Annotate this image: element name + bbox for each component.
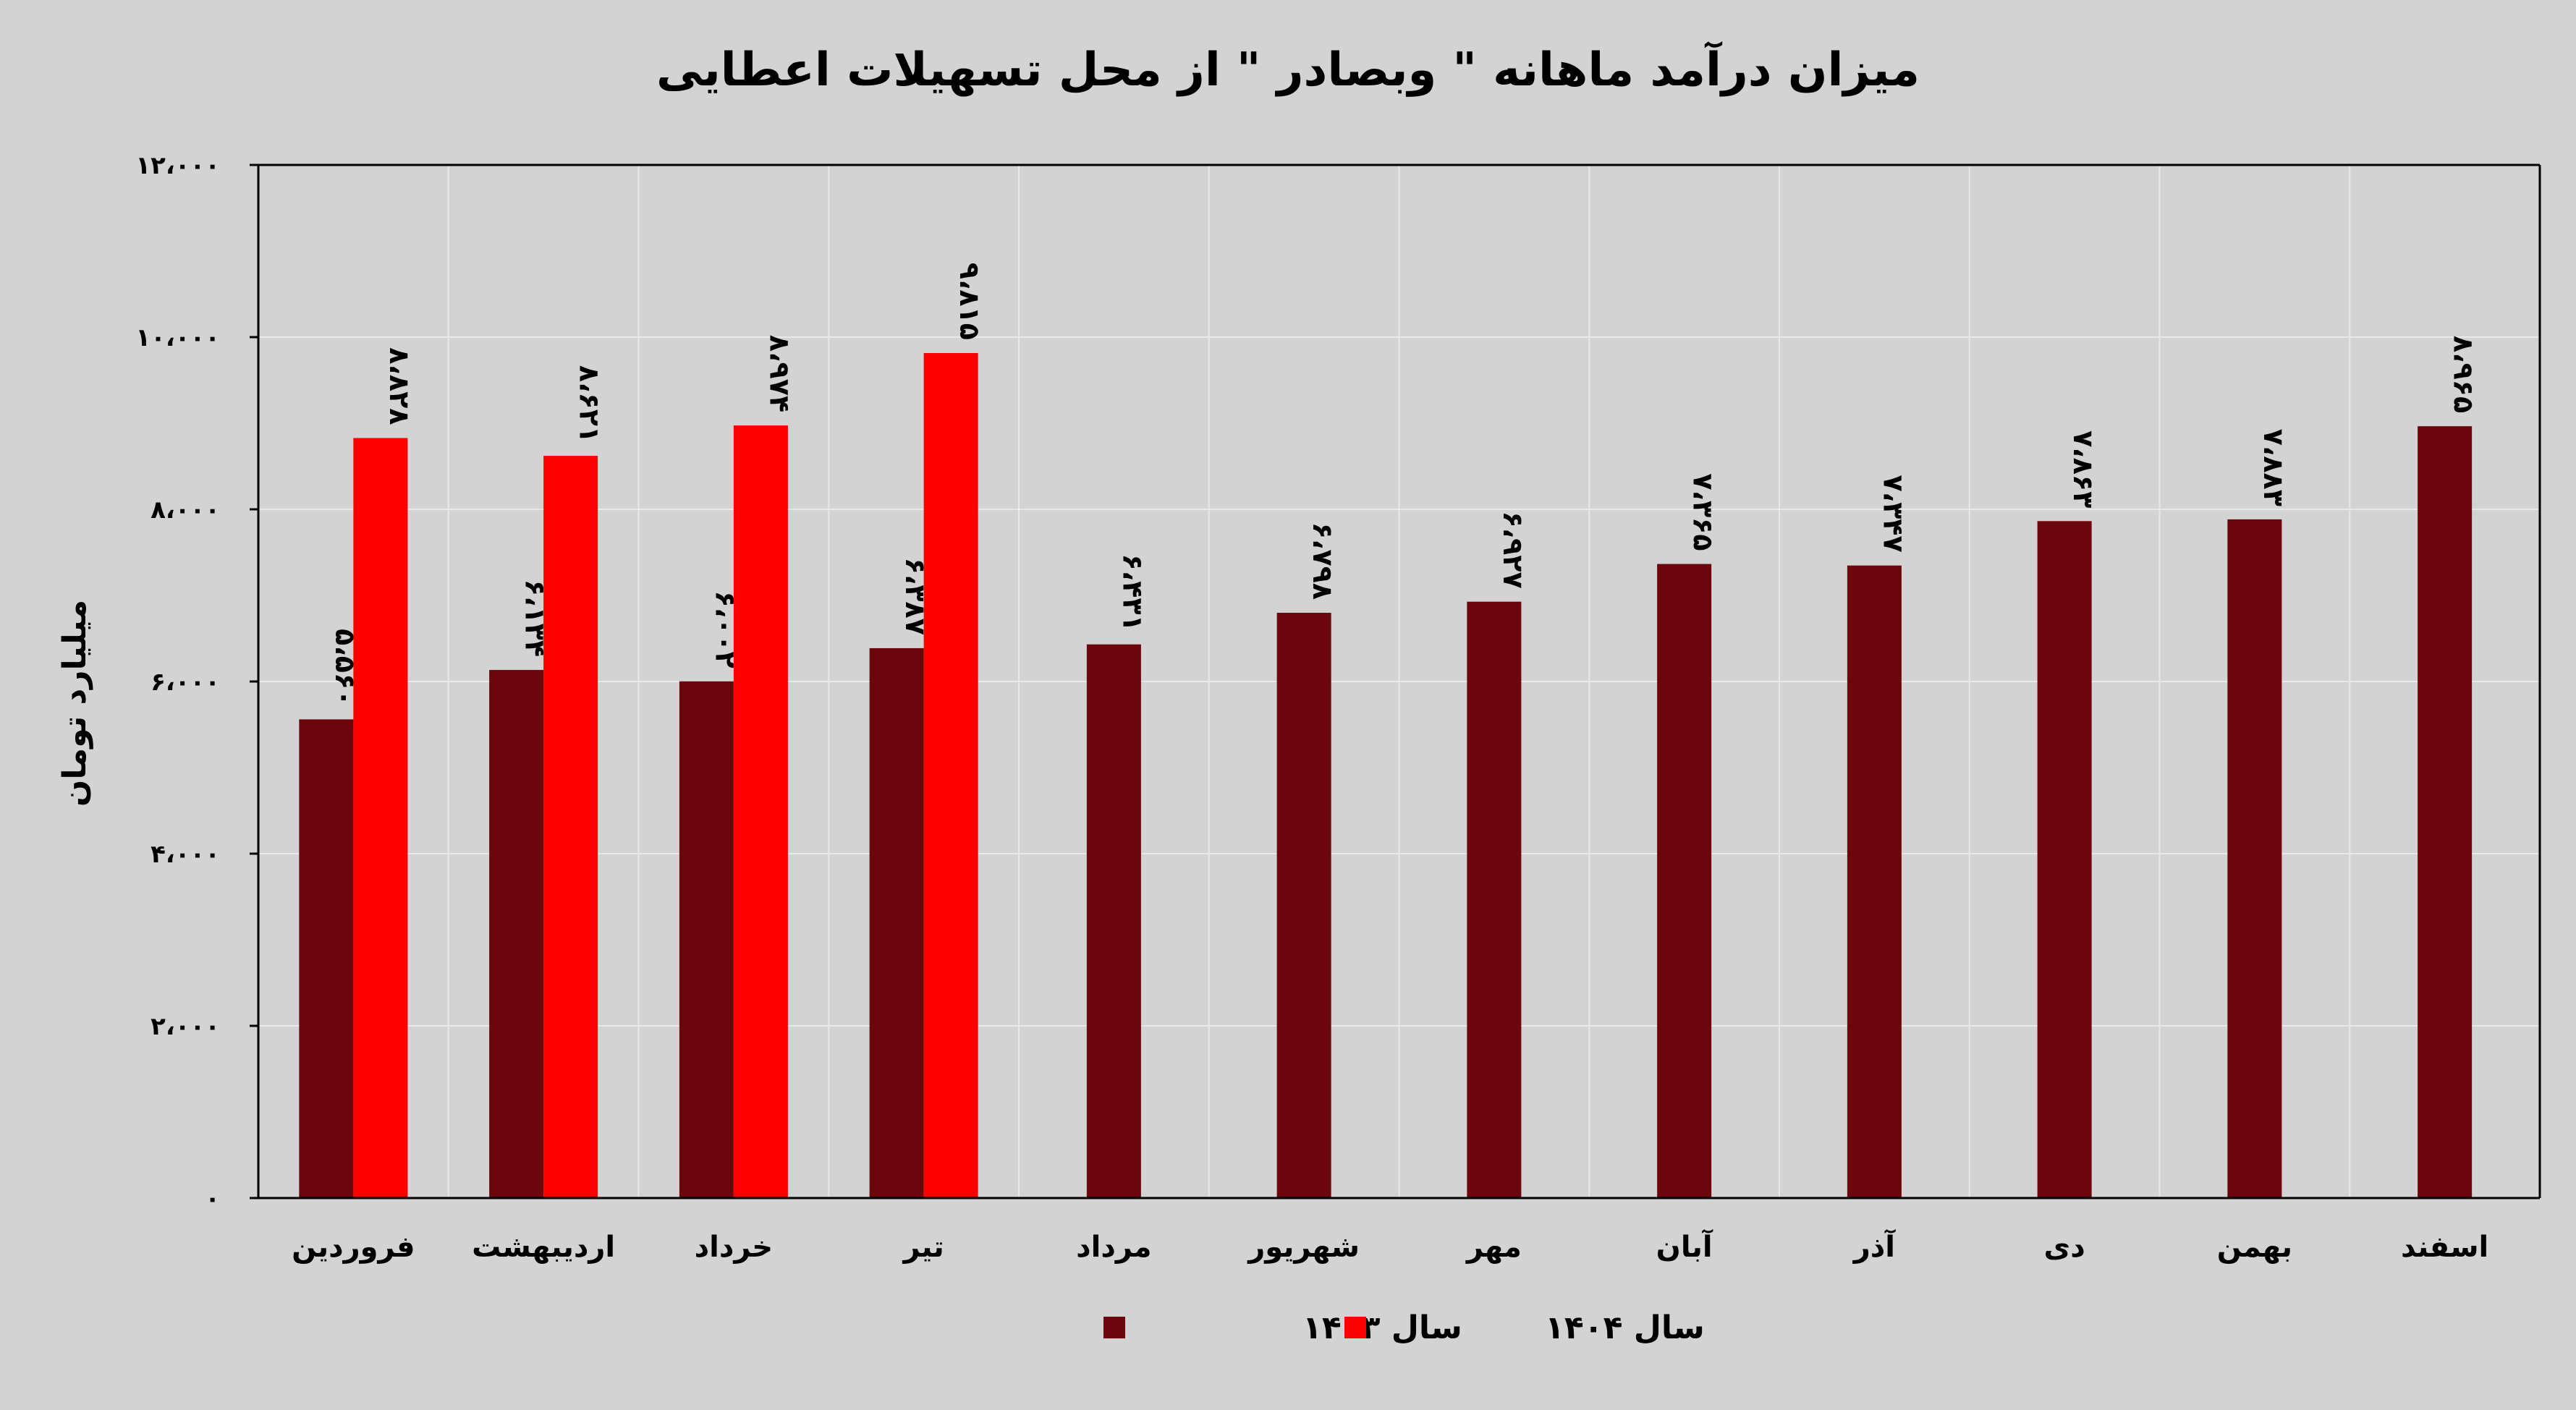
- x-tick-label: اردیبهشت: [472, 1231, 615, 1264]
- bar-series-2: [543, 456, 598, 1198]
- bar-series-2: [923, 353, 978, 1198]
- data-label: ۸،۶۲۱: [574, 365, 606, 443]
- bar-series-1: [1847, 565, 1902, 1198]
- bar-series-1: [679, 681, 734, 1198]
- legend-label-series-2: سال ۱۴۰۴: [1545, 1309, 1705, 1346]
- y-tick-label: ۱۲،۰۰۰: [135, 151, 220, 180]
- data-label: ۷،۳۶۵: [1687, 473, 1719, 551]
- y-tick-label: ۱۰،۰۰۰: [135, 323, 220, 352]
- x-tick-label: بهمن: [2217, 1231, 2292, 1264]
- bar-series-1: [299, 719, 354, 1198]
- bar-series-1: [2418, 426, 2473, 1198]
- bar-series-1: [869, 647, 924, 1198]
- x-tick-label: آبان: [1656, 1228, 1713, 1264]
- legend-label-series-1: سال ۱۴۰۳: [1302, 1309, 1462, 1346]
- x-tick-label: فروردین: [292, 1231, 415, 1264]
- x-tick-label: مرداد: [1076, 1231, 1151, 1264]
- data-label: ۶،۷۹۸: [1307, 522, 1339, 600]
- bar-series-1: [2227, 519, 2282, 1198]
- x-tick-label: اسفند: [2401, 1231, 2488, 1264]
- data-label: ۸،۸۲۸: [384, 347, 415, 425]
- x-tick-label: خرداد: [695, 1231, 773, 1264]
- data-label: ۶،۹۲۷: [1497, 511, 1529, 588]
- x-tick-label: دی: [2044, 1231, 2085, 1264]
- y-tick-label: ۲،۰۰۰: [151, 1012, 220, 1041]
- bar-series-2: [353, 438, 408, 1198]
- x-tick-label: مهر: [1465, 1231, 1522, 1264]
- bar-series-1: [2037, 521, 2092, 1198]
- data-label: ۷،۸۸۳: [2258, 429, 2289, 506]
- x-tick-label: شهریور: [1247, 1231, 1360, 1264]
- data-label: ۷،۳۴۷: [1877, 475, 1909, 552]
- legend-swatch-series-1: [1103, 1317, 1125, 1338]
- y-axis-label: میلیارد تومان: [56, 600, 93, 807]
- y-tick-label: ۰: [205, 1184, 220, 1213]
- x-tick-label: آذر: [1852, 1228, 1897, 1264]
- data-label: ۶،۴۳۱: [1117, 553, 1148, 631]
- data-label: ۸،۹۷۴: [763, 335, 795, 412]
- bar-series-1: [1467, 601, 1522, 1198]
- x-tick-label: تیر: [902, 1231, 944, 1264]
- y-tick-label: ۶،۰۰۰: [151, 668, 220, 697]
- bar-series-1: [1276, 613, 1331, 1198]
- data-label: ۹،۸۱۵: [954, 263, 986, 340]
- data-label: ۷،۸۶۳: [2067, 430, 2099, 508]
- bar-series-2: [733, 425, 788, 1198]
- bar-series-1: [1086, 644, 1141, 1198]
- y-tick-label: ۸،۰۰۰: [151, 496, 220, 524]
- data-label: ۸،۹۶۵: [2448, 336, 2480, 413]
- legend-swatch-series-2: [1344, 1317, 1366, 1338]
- bar-series-1: [489, 670, 544, 1198]
- chart-title: میزان درآمد ماهانه " وبصادر " از محل تسه…: [656, 41, 1920, 97]
- bar-series-1: [1657, 564, 1712, 1198]
- y-tick-label: ۴،۰۰۰: [151, 840, 220, 869]
